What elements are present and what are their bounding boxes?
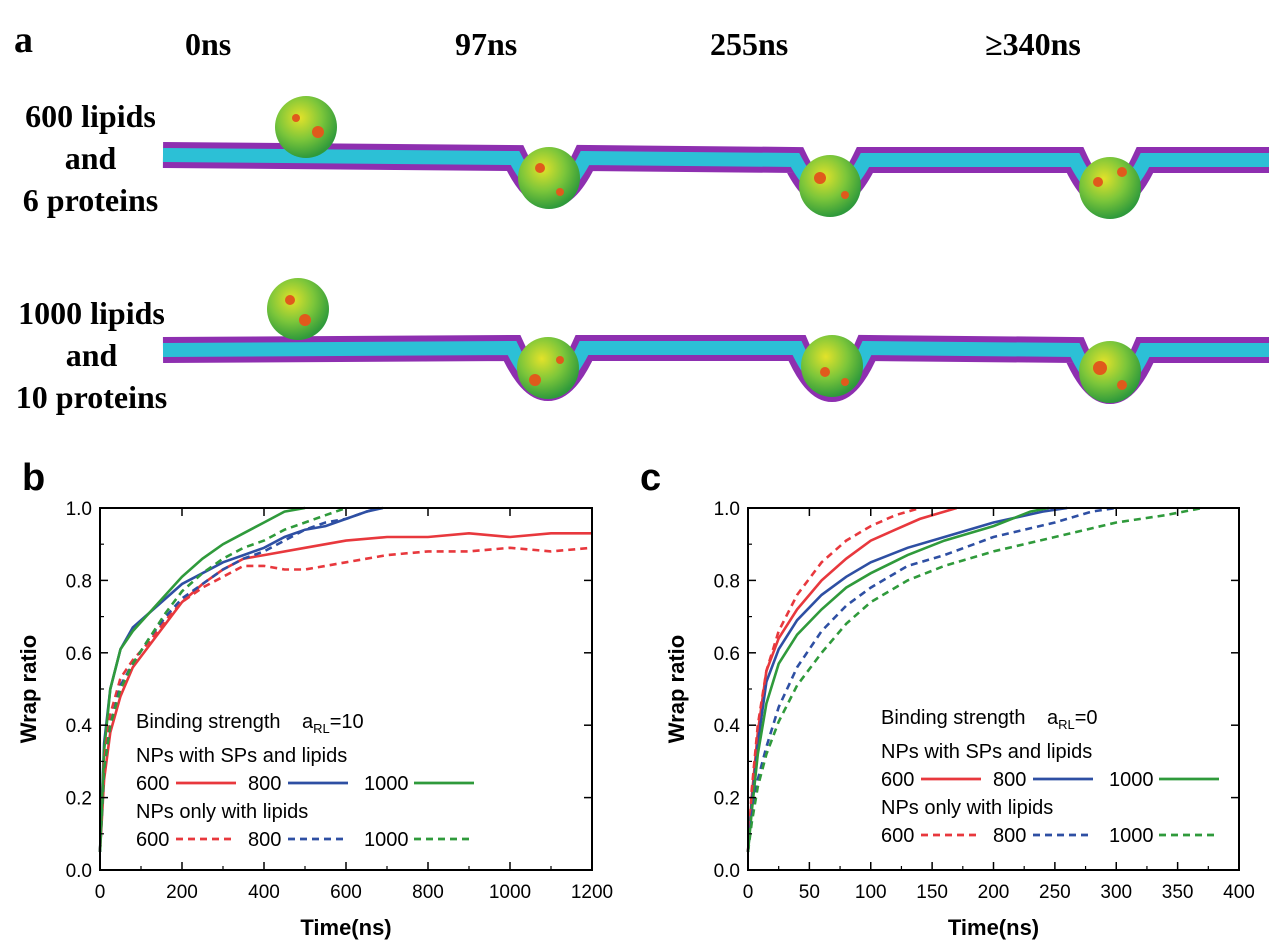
legend-entry-label-solid: 1000 bbox=[364, 773, 409, 795]
y-tick-label: 0.2 bbox=[714, 789, 740, 810]
time-label-0: 0ns bbox=[185, 26, 232, 62]
x-axis-label: Time(ns) bbox=[300, 915, 391, 940]
x-axis-label: Time(ns) bbox=[948, 915, 1039, 940]
x-tick-label: 200 bbox=[978, 882, 1010, 903]
x-tick-label: 100 bbox=[855, 882, 887, 903]
y-axis-label: Wrap ratio bbox=[16, 635, 41, 743]
legend-title: Binding strength bbox=[881, 707, 1026, 729]
row-label-2: 1000 lipids and 10 proteins bbox=[4, 292, 179, 418]
x-tick-label: 350 bbox=[1162, 882, 1194, 903]
x-tick-label: 0 bbox=[95, 882, 106, 903]
series-line-dashed-600 bbox=[746, 506, 921, 852]
row-label-1: 600 lipids and 6 proteins bbox=[8, 95, 173, 221]
series-line-solid-800 bbox=[746, 506, 1068, 853]
x-tick-label: 150 bbox=[916, 882, 948, 903]
nanoparticle-row-2-t0 bbox=[267, 278, 329, 340]
legend-param: aRL=10 bbox=[302, 711, 364, 736]
legend-group-1: NPs with SPs and lipids bbox=[136, 745, 347, 767]
row-label-2-line-1: 1000 lipids bbox=[18, 295, 165, 331]
legend-entry-label-solid: 600 bbox=[881, 769, 914, 791]
x-tick-label: 250 bbox=[1039, 882, 1071, 903]
nanoparticle-row-1-t3 bbox=[1079, 157, 1141, 219]
row-label-1-line-2: and bbox=[64, 140, 117, 176]
series-line-solid-600 bbox=[746, 506, 958, 852]
x-tick-label: 800 bbox=[412, 882, 444, 903]
x-tick-label: 50 bbox=[799, 882, 820, 903]
row-label-2-line-3: 10 proteins bbox=[15, 379, 168, 415]
series-line-solid-1000 bbox=[746, 506, 1049, 853]
legend-entry-label-dashed: 800 bbox=[248, 829, 281, 851]
legend-entry-label-dashed: 600 bbox=[136, 829, 169, 851]
legend-entry-label-solid: 600 bbox=[136, 773, 169, 795]
legend-entry-label-dashed: 1000 bbox=[1109, 825, 1154, 847]
x-tick-label: 300 bbox=[1100, 882, 1132, 903]
y-tick-label: 0.8 bbox=[714, 571, 740, 592]
legend-title: Binding strength bbox=[136, 711, 281, 733]
legend-group-2: NPs only with lipids bbox=[881, 797, 1053, 819]
series-line-dashed-600 bbox=[98, 546, 593, 852]
legend-param: aRL=0 bbox=[1047, 707, 1098, 732]
legend-entry-label-solid: 1000 bbox=[1109, 769, 1154, 791]
y-tick-label: 0.2 bbox=[66, 789, 92, 810]
legend-entry-label-dashed: 600 bbox=[881, 825, 914, 847]
y-tick-label: 0.0 bbox=[66, 861, 92, 882]
row-label-1-line-1: 600 lipids bbox=[25, 98, 156, 134]
row-label-2-line-2: and bbox=[65, 337, 118, 373]
y-tick-label: 0.4 bbox=[714, 716, 741, 737]
y-tick-label: 0.6 bbox=[66, 644, 92, 665]
nanoparticle-row-1-t1 bbox=[518, 147, 580, 209]
nanoparticle-row-2-t2 bbox=[801, 335, 863, 397]
series-line-solid-1000 bbox=[98, 506, 306, 852]
legend-group-2: NPs only with lipids bbox=[136, 801, 308, 823]
nanoparticle-row-2-t1 bbox=[517, 337, 579, 399]
x-tick-label: 600 bbox=[330, 882, 362, 903]
x-tick-label: 1200 bbox=[571, 882, 613, 903]
time-label-2: 255ns bbox=[710, 26, 789, 62]
y-tick-label: 1.0 bbox=[66, 499, 92, 520]
series-line-dashed-1000 bbox=[98, 506, 347, 852]
legend-entry-label-solid: 800 bbox=[248, 773, 281, 795]
panel-label-c: c bbox=[640, 457, 661, 499]
chart-panel-c: c 0 50 100 150 200 250 300 350 400 0.0 0.2 0.4 0.6 0.8… bbox=[640, 457, 1255, 940]
x-tick-label: 0 bbox=[743, 882, 754, 903]
y-tick-label: 1.0 bbox=[714, 499, 740, 520]
x-tick-label: 400 bbox=[1223, 882, 1255, 903]
time-label-1: 97ns bbox=[455, 26, 518, 62]
x-tick-label: 200 bbox=[166, 882, 198, 903]
nanoparticle-row-1-t0 bbox=[275, 96, 337, 158]
y-tick-label: 0.6 bbox=[714, 644, 740, 665]
legend-group-1: NPs with SPs and lipids bbox=[881, 741, 1092, 763]
simulation-snapshots bbox=[162, 96, 1269, 404]
series-line-dashed-800 bbox=[746, 506, 1117, 853]
x-tick-label: 1000 bbox=[489, 882, 531, 903]
y-tick-label: 0.4 bbox=[66, 716, 93, 737]
chart-panel-b: b 0 200 400 600 800 1000 1200 0.0 0.2 0.4 0.6 0.8 1.0… bbox=[16, 457, 613, 940]
legend-entry-label-dashed: 1000 bbox=[364, 829, 409, 851]
panel-label-b: b bbox=[22, 457, 45, 499]
time-label-3: ≥340ns bbox=[985, 26, 1081, 62]
y-tick-label: 0.8 bbox=[66, 571, 92, 592]
series-line-dashed-1000 bbox=[746, 506, 1203, 853]
y-axis-label: Wrap ratio bbox=[664, 635, 689, 743]
legend-entry-label-dashed: 800 bbox=[993, 825, 1026, 847]
y-tick-label: 0.0 bbox=[714, 861, 740, 882]
legend-entry-label-solid: 800 bbox=[993, 769, 1026, 791]
x-tick-label: 400 bbox=[248, 882, 280, 903]
nanoparticle-row-1-t2 bbox=[799, 155, 861, 217]
row-label-1-line-3: 6 proteins bbox=[22, 182, 159, 218]
panel-label-a: a bbox=[14, 19, 33, 61]
nanoparticle-row-2-t3 bbox=[1079, 341, 1141, 403]
